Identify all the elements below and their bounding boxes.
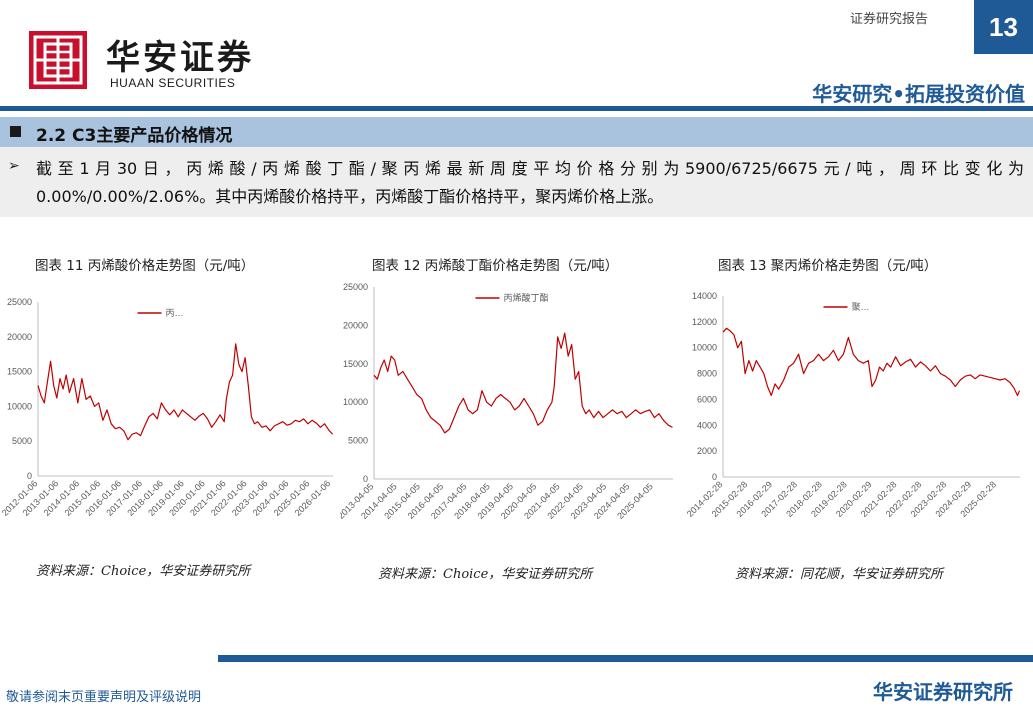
chart-11-source: 资料来源：Choice，华安证券研究所 [36, 564, 251, 579]
legend-label: 丙烯酸丁酯 [504, 292, 549, 303]
y-tick-label: 10000 [7, 401, 32, 411]
logo-english-name: HUAAN SECURITIES [110, 76, 236, 90]
y-tick-label: 8000 [697, 369, 717, 379]
page-number: 13 [974, 0, 1033, 54]
y-tick-label: 6000 [697, 394, 717, 404]
series-line [373, 332, 673, 434]
y-tick-label: 14000 [692, 291, 717, 301]
legend-label: 聚… [852, 302, 870, 312]
y-tick-label: 0 [27, 471, 32, 481]
chart-12-caption: 图表 12 丙烯酸丁酯价格走势图（元/吨） [372, 258, 619, 274]
y-tick-label: 15000 [7, 367, 32, 377]
y-tick-label: 15000 [343, 359, 368, 369]
huaan-logo-seal-icon [28, 30, 88, 90]
logo-chinese-name: 华安证券 [106, 38, 254, 78]
y-tick-label: 10000 [343, 397, 368, 407]
header-slogan: 华安研究•拓展投资价值 [812, 82, 1025, 106]
legend-label: 丙… [166, 308, 184, 318]
series-line [37, 343, 334, 441]
y-tick-label: 12000 [692, 317, 717, 327]
acrylic-acid-price-chart: 05000100001500020000250002012-01-062013-… [0, 297, 334, 518]
y-tick-label: 20000 [7, 332, 32, 342]
y-tick-label: 0 [712, 472, 717, 482]
summary-text-line-1: 截至1月30日，丙烯酸/丙烯酸丁酯/聚丙烯最新周度平均价格分别为5900/672… [36, 159, 1024, 178]
chart-13-caption: 图表 13 聚丙烯价格走势图（元/吨） [718, 258, 938, 274]
y-tick-label: 0 [363, 474, 368, 484]
chart-12-source: 资料来源：Choice，华安证券研究所 [378, 567, 593, 582]
series-line [722, 327, 1021, 397]
header-divider [0, 106, 1033, 111]
y-tick-label: 20000 [343, 320, 368, 330]
summary-panel [0, 147, 1033, 217]
arrow-bullet-icon: ➢ [8, 158, 20, 174]
footer-divider [218, 655, 1033, 662]
chart-13-source: 资料来源：同花顺，华安证券研究所 [735, 567, 944, 582]
chart-11-caption: 图表 11 丙烯酸价格走势图（元/吨） [35, 258, 255, 274]
section-title-bar [0, 117, 1033, 147]
y-tick-label: 25000 [7, 297, 32, 307]
butyl-acrylate-price-chart: 05000100001500020000250002013-04-052014-… [340, 282, 673, 521]
y-tick-label: 4000 [697, 420, 717, 430]
disclaimer-link[interactable]: 敬请参阅末页重要声明及评级说明 [6, 690, 202, 705]
report-type-label: 证券研究报告 [850, 12, 929, 27]
polypropylene-price-chart: 020004000600080001000012000140002014-02-… [685, 291, 1021, 519]
y-tick-label: 2000 [697, 446, 717, 456]
footer-brand: 华安证券研究所 [873, 680, 1013, 704]
section-title: 2.2 C3主要产品价格情况 [36, 126, 233, 146]
y-tick-label: 5000 [348, 436, 368, 446]
y-tick-label: 5000 [12, 436, 32, 446]
summary-text-line-2: 0.00%/0.00%/2.06%。其中丙烯酸价格持平，丙烯酸丁酯价格持平，聚丙… [36, 187, 664, 206]
y-tick-label: 10000 [692, 343, 717, 353]
section-square-bullet-icon [10, 126, 21, 137]
y-tick-label: 25000 [343, 282, 368, 292]
